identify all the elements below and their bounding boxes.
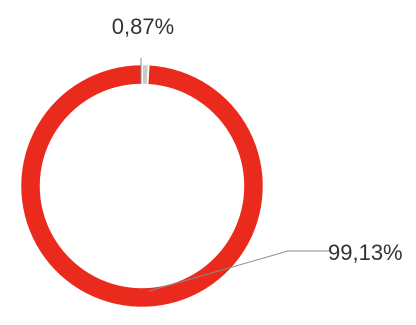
leader-line-large-slice <box>148 250 330 292</box>
data-label-large-slice: 99,13% <box>328 240 403 265</box>
large-slice <box>20 64 264 308</box>
donut-slices <box>20 64 264 308</box>
data-label-small-slice: 0,87% <box>112 14 174 39</box>
small-slice <box>142 64 149 85</box>
